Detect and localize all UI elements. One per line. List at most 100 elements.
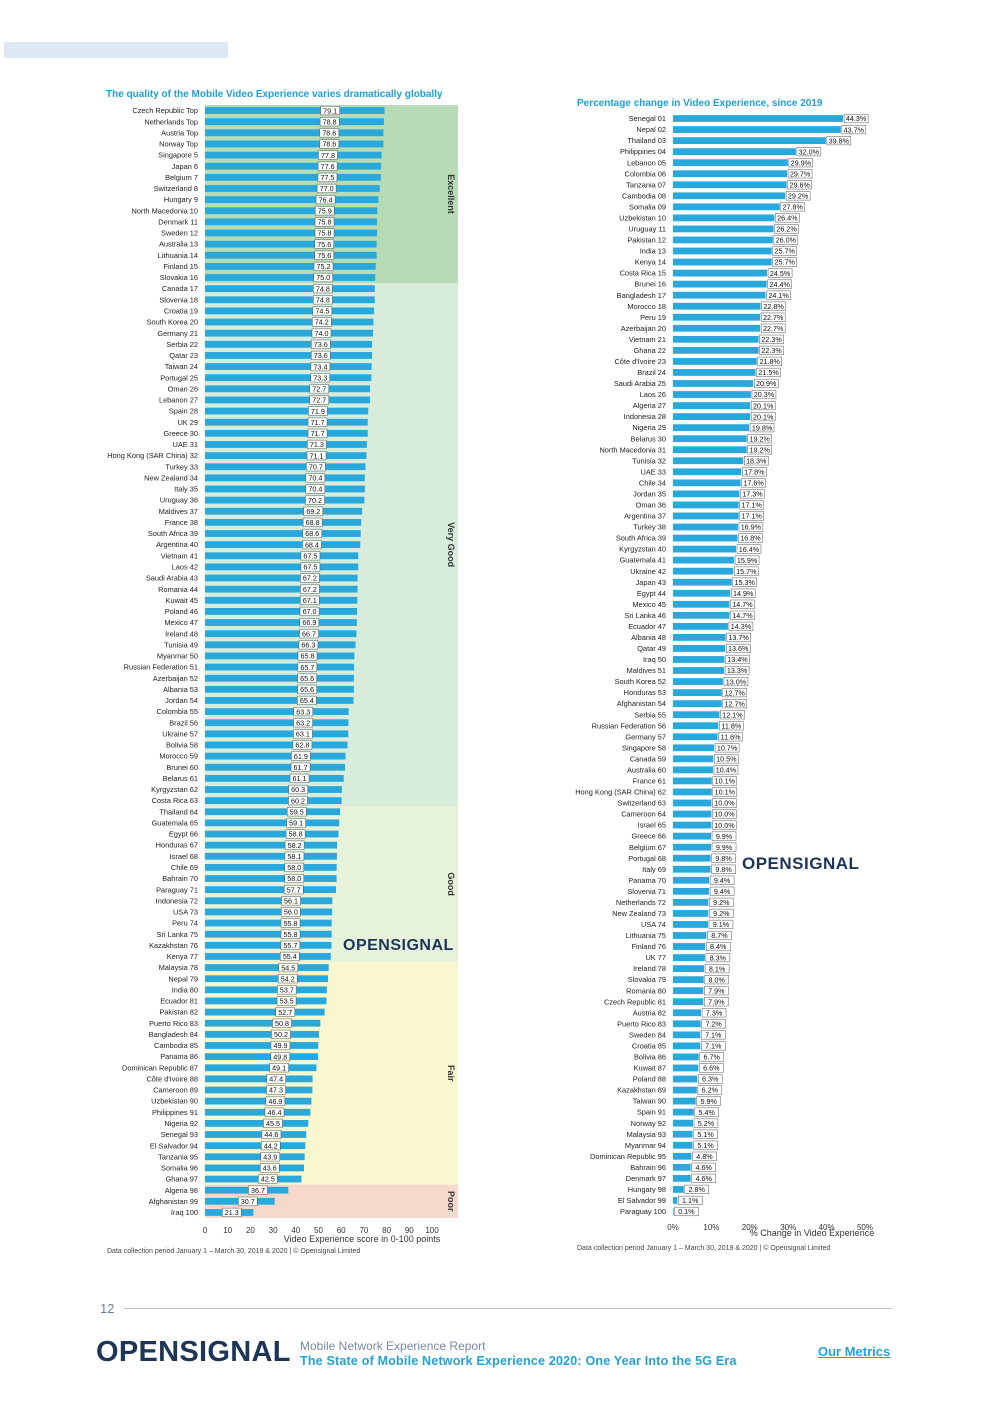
left-bar xyxy=(205,207,378,215)
left-footnote: Data collection period January 1 – March… xyxy=(107,1247,360,1255)
left-value-box xyxy=(319,139,340,149)
right-value-box xyxy=(704,975,729,985)
right-category-label: UK 77 xyxy=(645,953,666,962)
left-bar xyxy=(205,418,368,426)
left-value-box xyxy=(313,284,333,294)
left-value-label: 49.1 xyxy=(272,1063,286,1072)
left-value-label: 74.8 xyxy=(316,295,330,304)
left-category-label: Egypt 66 xyxy=(169,830,198,839)
left-value-box xyxy=(269,1063,289,1073)
left-value-box xyxy=(281,907,301,917)
left-category-label: Uzbekistan 90 xyxy=(151,1097,198,1106)
left-value-box xyxy=(261,1129,282,1140)
left-bar xyxy=(205,251,377,259)
left-value-box xyxy=(300,573,320,583)
right-category-label: Canada 59 xyxy=(630,754,666,763)
right-value-box xyxy=(711,831,737,841)
right-bar xyxy=(673,932,707,939)
right-footnote: Data collection period January 1 – March… xyxy=(577,1244,830,1252)
right-value-label: 10.0% xyxy=(714,799,735,808)
right-category-label: Laos 26 xyxy=(640,390,666,399)
left-category-label: Switzerland 8 xyxy=(154,184,198,193)
left-bar xyxy=(205,752,346,760)
left-value-box xyxy=(311,339,331,349)
left-category-label: Saudi Arabia 43 xyxy=(146,574,198,583)
right-bar xyxy=(673,1163,691,1171)
right-value-label: 39.8% xyxy=(829,136,850,145)
right-category-label: Japan 43 xyxy=(636,578,666,587)
right-category-label: Sweden 84 xyxy=(629,1030,666,1039)
left-value-label: 61.1 xyxy=(293,774,307,783)
left-value-box xyxy=(320,106,340,116)
left-bar xyxy=(205,852,337,860)
left-bar xyxy=(205,496,365,504)
left-bar xyxy=(205,162,382,170)
left-value-label: 75.6 xyxy=(317,240,331,249)
right-value-box xyxy=(736,544,762,554)
right-value-box xyxy=(767,268,793,278)
left-value-label: 71.7 xyxy=(311,429,325,438)
right-category-label: Italy 69 xyxy=(642,865,666,874)
right-category-label: Israel 65 xyxy=(638,821,666,830)
left-value-label: 77.5 xyxy=(320,173,334,182)
percentage-change-chart: Percentage change in Video Experience, s… xyxy=(575,98,874,1252)
right-value-label: 43.7% xyxy=(844,125,865,134)
left-bar xyxy=(205,563,359,571)
left-category-label: Germany 21 xyxy=(157,329,198,338)
right-value-box xyxy=(713,765,739,775)
right-category-label: France 61 xyxy=(633,777,666,786)
left-value-label: 55.8 xyxy=(283,930,297,939)
right-value-label: 16.8% xyxy=(740,534,761,543)
right-value-box xyxy=(773,235,799,245)
left-bar xyxy=(205,919,332,927)
right-category-label: Vietnam 21 xyxy=(629,335,666,344)
right-value-label: 24.5% xyxy=(770,269,791,278)
left-value-box xyxy=(270,1052,291,1062)
left-bar xyxy=(205,730,349,738)
left-bar xyxy=(205,262,376,270)
left-value-label: 21.3 xyxy=(225,1208,239,1217)
left-category-label: Afghanistan 99 xyxy=(149,1197,198,1206)
right-bar xyxy=(673,457,744,465)
right-chart-title: Percentage change in Video Experience, s… xyxy=(577,98,823,109)
left-category-label: Myanmar 50 xyxy=(157,652,198,661)
left-bar xyxy=(205,986,327,994)
left-category-label: Japan 6 xyxy=(172,162,198,171)
left-value-label: 71.3 xyxy=(310,440,324,449)
right-bar xyxy=(673,678,723,685)
left-category-label: Bahrain 70 xyxy=(162,874,198,883)
left-value-box xyxy=(277,985,297,995)
right-value-label: 9.4% xyxy=(714,876,731,885)
our-metrics-link[interactable]: Our Metrics xyxy=(818,1344,891,1359)
left-bar xyxy=(205,975,329,983)
left-value-label: 70.7 xyxy=(309,462,323,471)
right-category-label: Hong Kong (SAR China) 62 xyxy=(575,788,666,797)
video-experience-score-chart: The quality of the Mobile Video Experien… xyxy=(106,89,458,1255)
right-value-box xyxy=(701,1041,726,1051)
right-value-box xyxy=(759,334,784,344)
left-category-label: Morocco 59 xyxy=(159,752,198,761)
right-category-label: Puerto Rico 83 xyxy=(617,1019,666,1028)
right-category-label: Dominican Republic 95 xyxy=(590,1152,666,1161)
right-bar xyxy=(673,1009,702,1017)
left-value-label: 75.9 xyxy=(318,206,332,215)
left-value-box xyxy=(266,1085,286,1095)
left-value-box xyxy=(293,718,313,728)
right-category-label: New Zealand 73 xyxy=(612,909,666,918)
right-bar xyxy=(673,711,720,719)
right-value-box xyxy=(706,941,731,952)
right-value-label: 29.6% xyxy=(789,180,810,189)
left-value-label: 67.0 xyxy=(303,607,317,616)
left-category-label: Mexico 47 xyxy=(164,618,198,627)
right-value-label: 18.3% xyxy=(746,456,767,465)
left-category-label: Oman 26 xyxy=(168,384,198,393)
right-bar xyxy=(673,1064,699,1072)
left-value-box xyxy=(314,206,335,216)
right-value-box xyxy=(738,522,764,532)
right-category-label: Chile 34 xyxy=(639,478,666,487)
left-value-box xyxy=(315,195,336,205)
right-value-box xyxy=(707,930,732,941)
right-bar xyxy=(673,170,788,178)
left-value-box xyxy=(300,584,320,594)
left-bar xyxy=(205,352,373,359)
